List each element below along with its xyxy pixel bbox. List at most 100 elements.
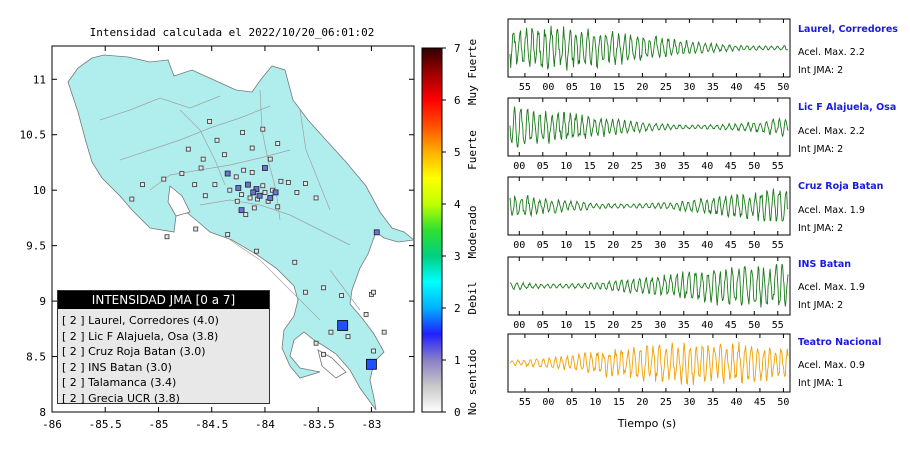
waveform-frame [507,256,791,316]
station-marker-small [339,293,345,298]
waveform-tick-label: 45 [725,240,737,251]
station-acel: Acel. Max. 2.2 [798,47,865,58]
waveform-tick-label: 05 [566,397,578,408]
station-marker-small [240,130,245,135]
station-marker-medium [250,189,257,196]
waveform-tick-label: 50 [748,320,760,331]
waveform-trace [509,263,789,308]
waveform-frame [507,176,791,236]
waveform-panel: 00 05 10 15 20 25 30 35 40 45 50 55 [507,97,791,172]
waveform-tick-label: 45 [754,397,766,408]
legend-item: [ 2 ] INS Batan (3.0) [62,360,172,374]
waveform-tick-label: 10 [560,320,572,331]
waveform-tick-label: 05 [537,320,549,331]
station-marker-small [249,145,255,151]
waveform-tick-label: 00 [513,161,525,172]
colorbar-ticks: 0 1 2 3 4 5 6 7 [442,42,461,419]
map-title: Intensidad calculada el 2022/10/20_06:01… [90,26,375,39]
x-tick-label: -85.5 [89,418,122,431]
station-marker-small [192,182,198,188]
waveform-tick-label: 00 [542,82,554,93]
waveform-panel: 00 05 10 15 20 25 30 35 40 45 50 55 [507,176,791,251]
stations-layer [129,119,387,370]
y-tick-label: 8 [39,406,46,419]
station-marker-small [313,195,319,201]
station-marker-small [185,146,191,152]
station-int: Int JMA: 2 [798,144,844,155]
station-marker-small [371,348,376,354]
station-acel: Acel. Max. 2.2 [798,126,865,137]
colorbar-tick-label: 2 [454,302,461,315]
station-marker-medium [245,181,251,188]
intensity-legend: INTENSIDAD JMA [0 a 7] [ 2 ] Laurel, Cor… [57,290,270,405]
x-tick-label: -85 [149,418,169,431]
waveform-tick-label: 45 [725,320,737,331]
waveform-tick-label: 15 [584,320,596,331]
station-marker-small [239,192,244,198]
waveform-tick-label: 25 [660,397,672,408]
nicoya-gulf [167,185,191,217]
colorbar-label: Fuerte [466,130,479,170]
station-marker-small [212,182,218,188]
waveform-tick-label: 30 [654,240,666,251]
station-marker-small [278,178,284,184]
waveform-tick-label: 40 [701,320,713,331]
station-marker-small [254,248,259,254]
station-marker-small [214,137,220,143]
waveform-tick-label: 45 [725,161,737,172]
y-tick-label: 8.5 [26,351,46,364]
station-marker-small [251,205,257,211]
station-marker-small [292,259,298,265]
colorbar-tick-label: 5 [454,146,461,159]
station-marker-small [198,165,204,171]
river-lines [99,89,361,321]
station-marker-small [140,182,145,188]
waveform-tick-label: 50 [777,397,789,408]
waveform-tick-label: 35 [678,240,690,251]
station-marker-small [200,156,206,162]
station-marker-small [202,193,208,199]
station-marker-small [249,170,255,175]
waveform-tick-label: 25 [631,320,643,331]
waveform-frame [507,97,791,157]
station-marker-small [164,234,170,240]
station-marker-small [179,171,185,176]
station-marker-small [302,289,308,295]
colorbar [421,47,443,413]
legend-item: [ 2 ] Laurel, Corredores (4.0) [62,314,219,327]
waveform-tick-label: 30 [654,320,666,331]
station-marker-small [207,119,212,124]
colorbar-label: Muy Fuerte [466,39,479,105]
waveform-tick-label: 10 [560,240,572,251]
colorbar-label: Debil [466,281,479,314]
station-marker-small [260,183,266,189]
waveform-tick-label: 55 [519,82,531,93]
station-marker-small [193,226,199,232]
waveform-tick-label: 00 [513,240,525,251]
station-marker-small [321,285,326,291]
waveform-trace [509,106,789,148]
station-marker-small [267,156,273,162]
waveform-frame [507,18,791,78]
waveform-trace [509,341,789,386]
station-marker-medium [267,195,274,201]
waveform-tick-label: 30 [654,161,666,172]
station-marker-small [275,141,281,147]
waveform-tick-label: 40 [730,397,742,408]
y-tick-label: 10.5 [20,129,47,142]
legend-title: INTENSIDAD JMA [0 a 7] [58,291,269,309]
station-marker-medium [224,170,231,177]
station-marker-medium [262,165,268,171]
waveform-tick-label: 35 [707,82,719,93]
station-marker-small [285,180,291,185]
colorbar-label: No sentido [466,349,479,415]
colorbar-label: Moderado [466,206,479,259]
waveform-tick-label: 35 [678,161,690,172]
station-name: Cruz Roja Batan [798,181,884,192]
station-marker-medium [373,229,380,236]
x-tick-label: -84.5 [195,418,228,431]
map-x-axis: -86 -85.5 -85 -84.5 -84 -83.5 -83 [42,46,381,431]
y-tick-label: 9.5 [26,240,46,253]
waveform-trace [509,188,789,222]
